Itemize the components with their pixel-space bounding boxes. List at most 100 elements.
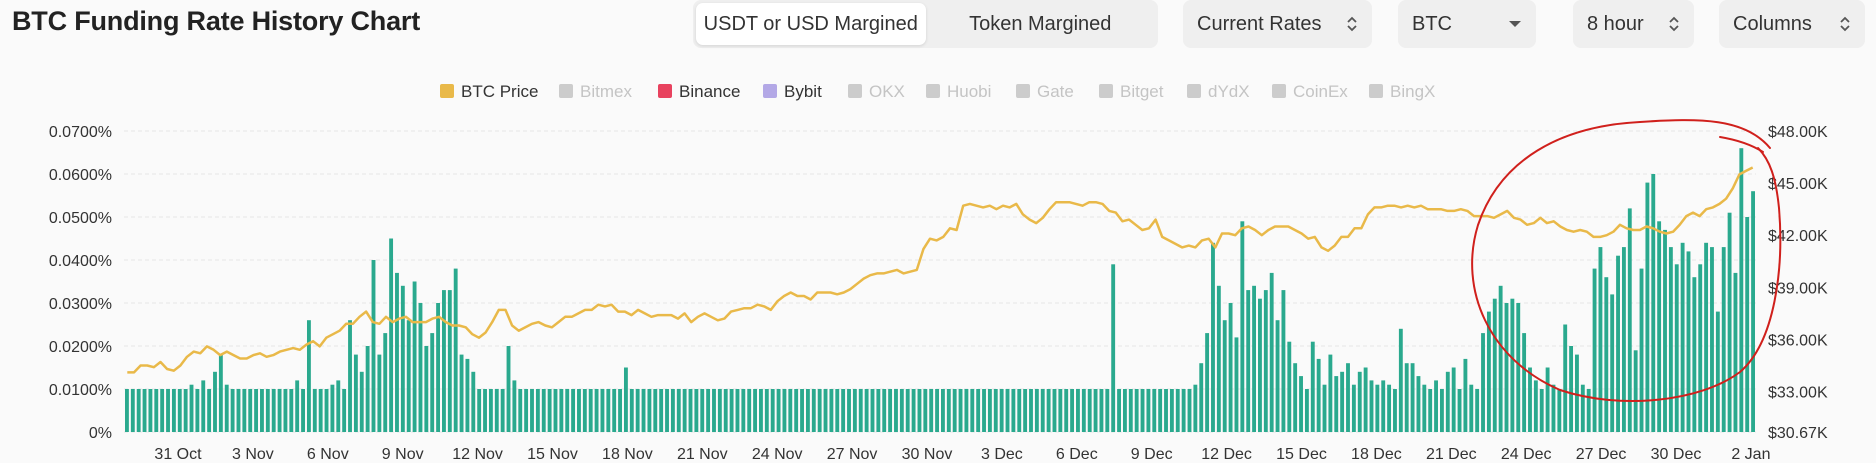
rate-mode-select[interactable]: Current Rates — [1183, 0, 1372, 48]
funding-rate-bar — [1258, 298, 1262, 432]
y-left-tick-label: 0.0500% — [49, 210, 112, 227]
x-axis-labels: 31 Oct 3 Nov 6 Nov 9 Nov 12 Nov 15 Nov 18 Nov 2… — [154, 446, 1770, 463]
funding-rate-bar — [1715, 311, 1720, 432]
funding-rate-bar — [1398, 328, 1403, 432]
usdt-margined-option[interactable]: USDT or USD Margined — [696, 3, 926, 45]
funding-rate-bar — [1745, 217, 1750, 432]
funding-rate-bar — [459, 354, 464, 432]
funding-rate-bar — [1592, 268, 1597, 432]
legend-swatch — [763, 84, 777, 98]
funding-rate-bar — [653, 389, 658, 432]
funding-rate-bar — [776, 389, 781, 432]
funding-rate-bar — [1692, 277, 1697, 432]
funding-rate-bar — [389, 238, 394, 432]
funding-rate-bar — [371, 260, 376, 432]
legend-item[interactable]: Gate — [1016, 82, 1074, 101]
funding-rate-bar — [1598, 247, 1603, 432]
funding-rate-bar — [600, 389, 605, 432]
funding-rate-bar — [330, 384, 335, 432]
funding-rate-bar — [1252, 285, 1257, 432]
margin-type-toggle: USDT or USD Margined Token Margined — [693, 0, 1158, 48]
y-left-tick-label: 0.0200% — [49, 339, 112, 356]
funding-rate-bar — [236, 389, 241, 432]
funding-rate-bar — [811, 389, 816, 432]
funding-rate-bar — [1017, 389, 1022, 432]
funding-rate-bar — [1393, 389, 1397, 432]
funding-rate-bar — [864, 389, 869, 432]
legend-item[interactable]: OKX — [848, 82, 905, 101]
funding-rate-bar — [1304, 389, 1309, 432]
funding-rate-bar — [142, 389, 147, 432]
funding-rate-bar — [1434, 380, 1438, 432]
funding-rate-bar — [747, 389, 752, 432]
funding-rate-bar — [841, 389, 846, 432]
legend-swatch — [926, 84, 940, 98]
funding-rate-bar — [160, 389, 165, 432]
funding-rate-bar — [400, 285, 405, 432]
legend-item[interactable]: BingX — [1369, 82, 1435, 101]
y-right-tick-label: $39.00K — [1768, 280, 1828, 297]
funding-rate-bar — [1463, 358, 1468, 432]
funding-rate-bar — [717, 389, 722, 432]
funding-rate-bar — [582, 389, 587, 432]
funding-rate-bar — [541, 389, 546, 432]
x-tick-label: 24 Nov — [752, 446, 803, 463]
funding-rate-bar — [1621, 247, 1626, 432]
up-down-chevron-icon — [1346, 14, 1358, 34]
y-right-tick-label: $48.00K — [1768, 124, 1828, 141]
x-tick-label: 15 Nov — [527, 446, 578, 463]
x-tick-label: 31 Oct — [154, 446, 202, 463]
funding-rate-bar — [1510, 298, 1515, 432]
funding-rate-bar — [359, 371, 364, 432]
view-type-select[interactable]: Columns — [1719, 0, 1865, 48]
funding-rate-bar — [1023, 389, 1028, 432]
funding-rate-bar — [265, 389, 270, 432]
funding-rate-bar — [348, 320, 352, 432]
legend-item[interactable]: BTC Price — [440, 82, 538, 101]
interval-select[interactable]: 8 hour — [1573, 0, 1694, 48]
legend-item[interactable]: dYdX — [1187, 82, 1250, 101]
funding-rate-bar — [1334, 376, 1339, 432]
token-margined-option[interactable]: Token Margined — [969, 12, 1112, 35]
legend-label: Gate — [1037, 82, 1074, 101]
funding-rate-bar — [911, 389, 916, 432]
funding-rate-bar — [1369, 380, 1374, 432]
funding-rate-bar — [218, 354, 223, 432]
funding-rate-bar — [1046, 389, 1051, 432]
funding-rate-bar — [1316, 358, 1321, 432]
legend-item[interactable]: Bybit — [763, 82, 822, 101]
funding-rate-bar — [618, 389, 622, 432]
right-axis-labels: $48.00K $45.00K $42.00K $39.00K $36.00K $33.0… — [1768, 124, 1828, 442]
coin-select[interactable]: BTC — [1398, 0, 1536, 48]
funding-rate-bar — [1516, 303, 1521, 432]
funding-rate-bar — [1381, 380, 1386, 432]
funding-rate-bar — [301, 389, 305, 432]
funding-rate-bar — [876, 389, 881, 432]
funding-rate-bar — [1545, 367, 1550, 432]
funding-rate-bar — [823, 389, 828, 432]
funding-rate-bar — [782, 389, 787, 432]
funding-rate-bar — [905, 389, 910, 432]
funding-rate-bar — [1486, 311, 1491, 432]
legend-swatch — [1099, 84, 1113, 98]
funding-rate-bar — [1240, 221, 1245, 432]
funding-rate-bar — [588, 389, 593, 432]
y-right-tick-label: $42.00K — [1768, 228, 1828, 245]
funding-rate-bar — [312, 389, 317, 432]
legend-item[interactable]: Bitmex — [559, 82, 632, 101]
funding-rate-bar — [1551, 384, 1556, 432]
funding-rate-bar — [424, 346, 429, 432]
legend-label: Bitget — [1120, 82, 1164, 101]
legend-item[interactable]: Huobi — [926, 82, 991, 101]
legend-item[interactable]: Binance — [658, 82, 740, 101]
funding-rate-bar — [230, 389, 235, 432]
legend-item[interactable]: CoinEx — [1272, 82, 1348, 101]
x-tick-label: 18 Nov — [602, 446, 653, 463]
funding-rate-bar — [729, 389, 734, 432]
funding-rate-bar — [1346, 363, 1350, 432]
legend-item[interactable]: Bitget — [1099, 82, 1164, 101]
funding-rate-bar — [1416, 376, 1421, 432]
funding-rate-bar — [477, 389, 482, 432]
rate-mode-value: Current Rates — [1197, 12, 1322, 35]
funding-rate-bar — [447, 290, 452, 432]
